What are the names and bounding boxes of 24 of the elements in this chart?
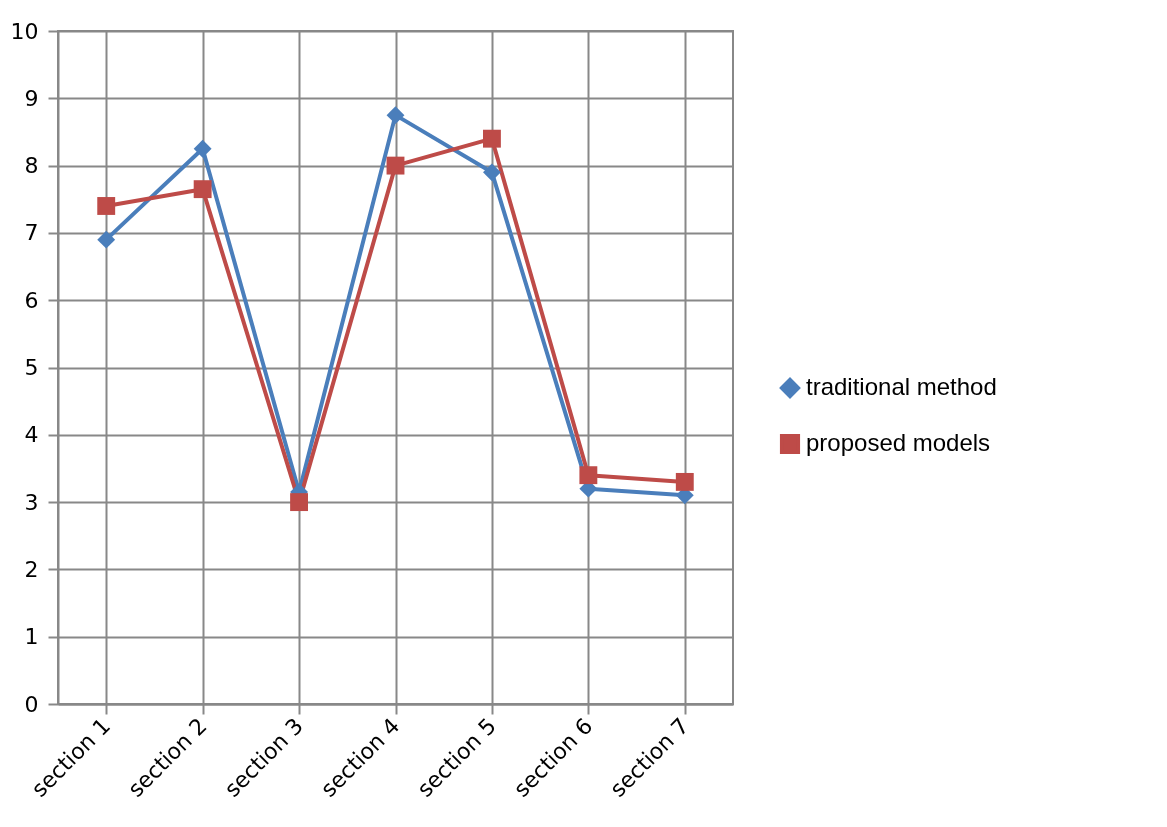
y-tick-label: 5 xyxy=(24,355,39,380)
y-tick-label: 0 xyxy=(24,691,39,717)
y-tick-label: 1 xyxy=(24,624,39,650)
y-tick-label: 2 xyxy=(24,556,39,582)
y-tick-label: 4 xyxy=(24,422,39,448)
y-tick-label: 9 xyxy=(24,85,39,111)
point xyxy=(386,156,405,175)
point xyxy=(290,493,309,512)
point xyxy=(193,180,212,199)
point xyxy=(97,230,116,249)
point xyxy=(193,139,212,158)
y-tick-label: 3 xyxy=(24,489,39,515)
y-tick-label: 6 xyxy=(24,287,39,313)
point xyxy=(482,129,501,148)
y-tick-label: 7 xyxy=(24,220,39,246)
legend-label: traditional method xyxy=(806,373,997,400)
y-tick-label: 10 xyxy=(10,18,39,44)
point xyxy=(97,197,116,215)
y-tick-label: 8 xyxy=(24,153,39,179)
point xyxy=(675,472,694,491)
point xyxy=(482,163,501,182)
point xyxy=(386,106,405,125)
legend-label: proposed models xyxy=(806,429,991,456)
point xyxy=(579,466,598,485)
